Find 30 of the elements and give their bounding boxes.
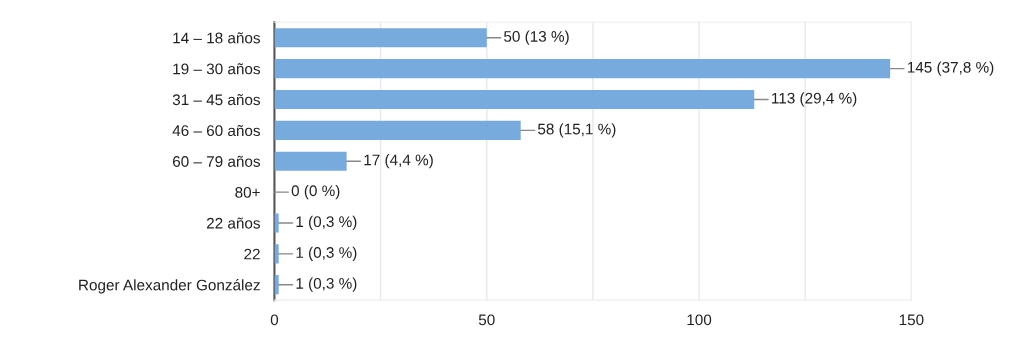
data-label: 50 (13 %) [504,30,569,45]
data-label: 17 (4,4 %) [364,154,433,169]
x-tick-label: 50 [478,314,495,326]
y-tick-label: 14 – 18 años [173,32,260,44]
bar [274,89,755,110]
x-tick-label: 100 [687,314,712,326]
y-tick-label: 19 – 30 años [173,63,260,75]
bar [274,275,279,295]
y-tick-label: 31 – 45 años [172,94,260,106]
x-tick-label: 150 [899,314,924,326]
y-tick-label: 22 años [206,217,260,229]
bar [274,244,279,264]
y-tick-label: 46 – 60 años [172,124,260,137]
bar [274,120,521,140]
data-label: 58 (15,1 %) [537,123,616,138]
data-label: 1 (0,3 %) [296,246,357,261]
bar [274,213,279,233]
data-label: 1 (0,3 %) [296,215,357,231]
bar [274,151,347,171]
data-label: 145 (37,8 %) [907,61,994,76]
data-label: 0 (0 %) [291,184,340,200]
data-label: 113 (29,4 %) [772,92,857,107]
data-label: 1 (0,3 %) [296,277,357,292]
y-tick-label: Roger Alexander González [79,279,260,294]
x-tick-label: 0 [270,314,279,326]
y-tick-label: 60 – 79 años [172,155,260,167]
bar [274,28,487,48]
y-tick-label: 80+ [235,186,260,198]
bar [274,59,891,79]
y-tick-label: 22 [244,248,260,260]
